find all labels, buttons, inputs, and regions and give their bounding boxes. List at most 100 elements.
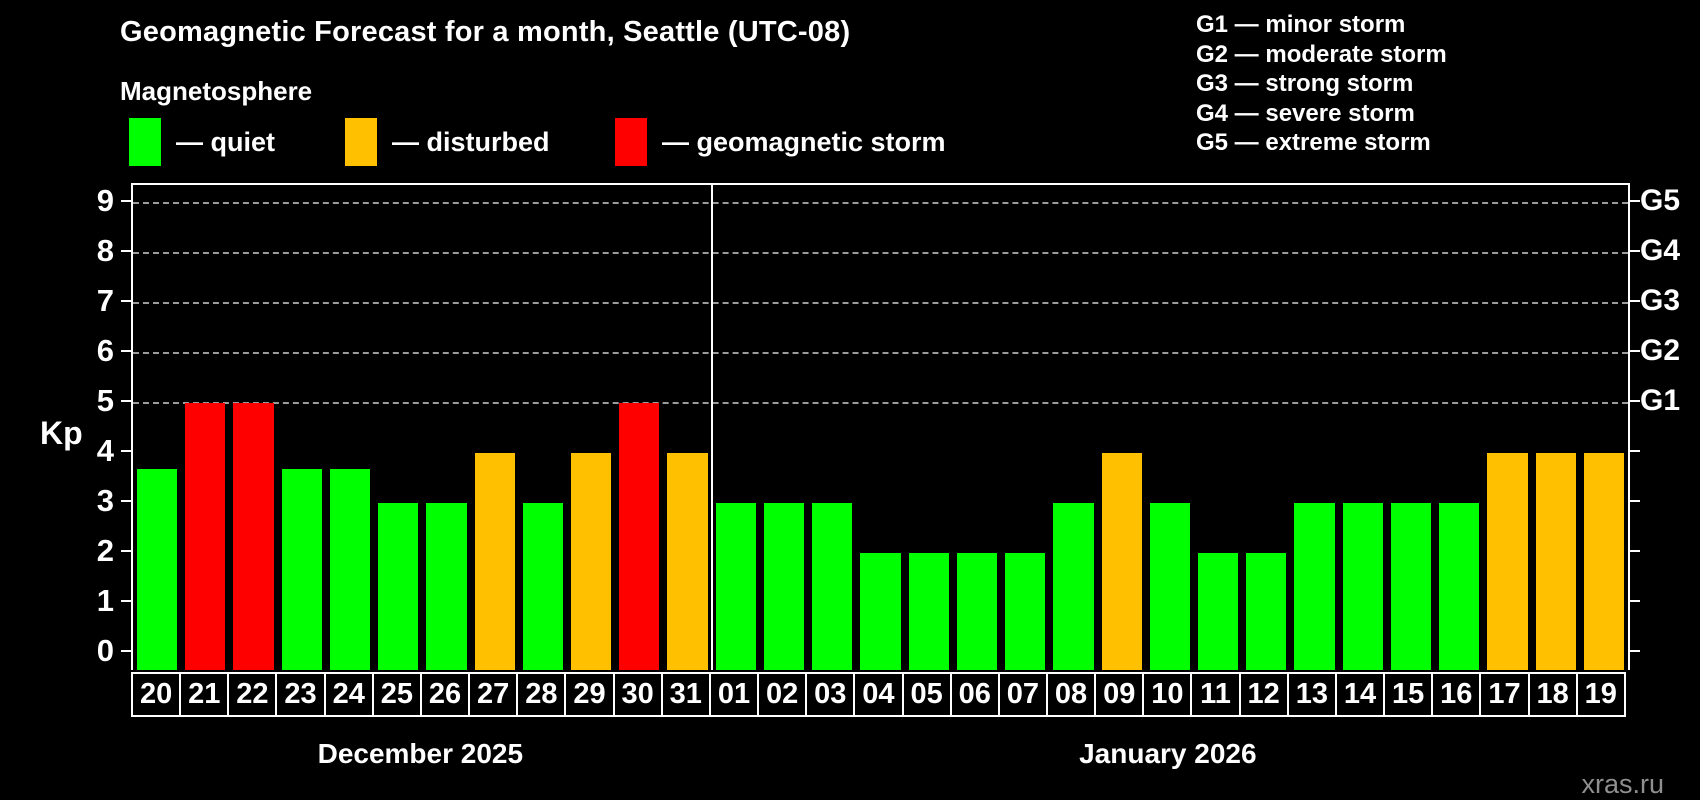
day-label-18: 18 (1530, 674, 1578, 715)
chart-title: Geomagnetic Forecast for a month, Seattl… (120, 16, 851, 48)
kp-bar-day-06 (956, 552, 998, 670)
gridline-kp9 (133, 202, 1628, 205)
day-label-07: 07 (1000, 674, 1048, 715)
kp-bar-day-21 (185, 403, 226, 670)
left-tick-kp7 (121, 300, 131, 303)
left-tick-kp6 (121, 350, 131, 353)
y-axis-label-9: 9 (96, 183, 114, 219)
kp-bar-day-17 (1487, 452, 1528, 670)
right-tick-kp8 (1628, 250, 1640, 253)
day-label-29: 29 (566, 674, 615, 715)
right-tick-kp2 (1628, 549, 1640, 552)
y-axis-label-7: 7 (96, 283, 114, 319)
kp-bar-day-22 (233, 403, 274, 670)
day-label-26: 26 (422, 674, 471, 715)
day-label-11: 11 (1192, 674, 1241, 715)
day-label-12: 12 (1241, 674, 1289, 715)
left-tick-kp8 (121, 250, 131, 253)
disturbed-swatch-icon (345, 118, 377, 166)
left-tick-kp4 (121, 449, 131, 452)
day-label-13: 13 (1289, 674, 1337, 715)
magnetosphere-legend-title: Magnetosphere (120, 76, 313, 106)
day-label-04: 04 (855, 674, 904, 715)
kp-bar-day-18 (1535, 452, 1576, 670)
kp-bar-day-04 (860, 552, 901, 670)
right-tick-kp7 (1628, 300, 1640, 303)
quiet-swatch-icon (129, 118, 161, 166)
gridline-kp8 (133, 252, 1628, 255)
g-scale-legend: G1 — minor storm G2 — moderate storm G3 — … (1196, 10, 1447, 158)
day-label-06: 06 (952, 674, 1000, 715)
kp-bar-day-08 (1053, 502, 1094, 670)
day-label-15: 15 (1385, 674, 1434, 715)
day-label-08: 08 (1048, 674, 1097, 715)
kp-bar-day-12 (1246, 552, 1287, 670)
kp-bar-day-11 (1197, 552, 1239, 670)
left-tick-kp5 (121, 400, 131, 402)
day-label-19: 19 (1584, 678, 1617, 710)
day-label-10: 10 (1144, 674, 1193, 715)
kp-bar-day-31 (667, 452, 708, 670)
day-label-02: 02 (759, 674, 808, 715)
day-label-24: 24 (326, 674, 374, 715)
kp-bar-day-29 (571, 452, 612, 670)
y-axis-label-2: 2 (96, 532, 114, 568)
legend-item-label: — quiet (176, 126, 275, 157)
storm-swatch-icon (615, 118, 647, 166)
left-tick-kp1 (121, 599, 131, 602)
left-tick-kp0 (121, 649, 131, 652)
kp-bar-day-27 (474, 452, 515, 670)
month-divider-line (710, 185, 713, 670)
day-label-20: 20 (133, 674, 182, 715)
right-tick-kp1 (1628, 599, 1640, 602)
right-axis-label-G5: G5 (1640, 184, 1681, 218)
right-axis-label-G4: G4 (1640, 234, 1681, 268)
y-axis-title: Kp (40, 414, 83, 451)
kp-bar-day-28 (522, 502, 564, 670)
y-axis-label-1: 1 (96, 582, 114, 618)
legend-item-label: — geomagnetic storm (662, 126, 946, 157)
y-axis-label-4: 4 (96, 432, 114, 468)
kp-bar-day-05 (908, 552, 949, 670)
g-scale-legend-line: G1 — minor storm (1196, 11, 1406, 38)
g-scale-legend-line: G3 — strong storm (1196, 70, 1414, 97)
kp-bar-day-10 (1149, 502, 1190, 670)
legend-item-storm: — geomagnetic storm (615, 117, 946, 167)
right-tick-kp9 (1628, 200, 1640, 203)
y-axis-label-5: 5 (96, 383, 114, 418)
day-label-22: 22 (229, 674, 278, 715)
kp-bar-day-20 (137, 469, 178, 670)
plot-area (131, 183, 1630, 670)
day-label-31: 31 (663, 674, 711, 715)
right-tick-kp6 (1628, 350, 1640, 353)
kp-bar-day-07 (1005, 552, 1046, 670)
gridline-kp6 (133, 352, 1628, 355)
kp-bar-day-23 (281, 469, 322, 670)
left-tick-kp3 (121, 499, 131, 502)
g-scale-legend-line: G4 — severe storm (1196, 99, 1415, 127)
kp-bar-day-02 (763, 502, 805, 670)
day-label-01: 01 (711, 674, 760, 715)
kp-bar-day-19 (1583, 452, 1624, 670)
legend-item-label: — disturbed (392, 126, 550, 157)
day-label-23: 23 (277, 674, 326, 715)
state-legend: — quiet — disturbed — geomagnetic storm (0, 117, 1130, 167)
kp-bar-day-03 (812, 502, 853, 670)
x-axis-day-labels: 20 21 22 23 24 25 26 27 28 29 30 31 01 02 03 04 05 06 07 08… (131, 672, 1626, 717)
kp-bar-day-14 (1342, 502, 1383, 670)
left-tick-kp9 (121, 200, 131, 203)
y-axis-label-0: 0 (96, 632, 114, 668)
kp-bar-day-26 (426, 502, 467, 670)
kp-bar-day-01 (715, 502, 756, 670)
kp-bar-day-25 (378, 502, 419, 670)
month-label-december: December 2025 (317, 738, 524, 769)
legend-item-disturbed: — disturbed (345, 117, 550, 167)
kp-bar-day-09 (1101, 452, 1142, 670)
gridline-kp5 (133, 402, 1628, 404)
gridline-kp7 (133, 302, 1628, 305)
day-label-27: 27 (470, 674, 519, 715)
kp-bar-day-24 (329, 469, 371, 670)
kp-bar-day-30 (619, 403, 660, 670)
right-tick-kp0 (1628, 649, 1640, 652)
right-tick-kp3 (1628, 499, 1640, 502)
